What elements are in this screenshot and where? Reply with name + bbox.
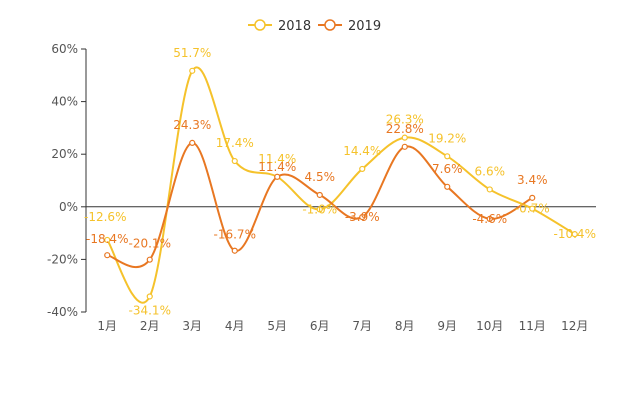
- x-tick-label: 9月: [437, 319, 457, 333]
- x-axis: 1月 2月 3月 4月 5月 6月 7月 8月 9月 10月 11月 12月: [86, 206, 596, 333]
- data-label-2018: 26.3%: [386, 113, 424, 127]
- data-label-2019: -16.7%: [214, 228, 256, 242]
- data-point-2018: [316, 206, 323, 213]
- legend-label: 2018: [278, 19, 311, 34]
- legend-item-2019: 2019: [318, 19, 381, 34]
- data-point-2019: [146, 256, 153, 263]
- data-label-2018: 17.4%: [216, 136, 254, 150]
- data-label-2019: -3.9%: [345, 210, 380, 224]
- data-label-2018: 14.4%: [343, 144, 381, 158]
- legend-label: 2019: [348, 19, 381, 34]
- data-label-2019: -18.4%: [86, 232, 128, 246]
- y-axis: -40% -20% 0% 20% 40% 60%: [47, 42, 87, 319]
- data-label-2019: 7.6%: [432, 162, 463, 176]
- data-point-2018: [189, 67, 196, 74]
- data-label-2018: -0.7%: [515, 202, 550, 216]
- x-tick-label: 12月: [561, 319, 588, 333]
- data-label-2018: 51.7%: [173, 46, 211, 60]
- data-label-2018: -12.6%: [84, 210, 126, 224]
- data-point-2018: [444, 153, 451, 160]
- data-point-2019: [444, 183, 451, 190]
- legend-item-2018: 2018: [248, 19, 311, 34]
- data-label-2019: 11.4%: [258, 160, 296, 174]
- data-label-2019: 3.4%: [517, 173, 548, 187]
- y-tick-label: 20%: [51, 147, 78, 161]
- series-points: [104, 67, 578, 300]
- data-label-2019: -20.1%: [129, 237, 171, 251]
- data-label-2018: 6.6%: [475, 164, 506, 178]
- data-point-2018: [359, 165, 366, 173]
- legend-marker: [254, 19, 266, 31]
- legend: 2018 2019: [248, 19, 381, 34]
- data-point-2018: [529, 205, 536, 212]
- data-point-2019: [401, 143, 408, 150]
- data-label-2019: 4.5%: [305, 170, 336, 184]
- data-point-2018: [571, 231, 578, 238]
- data-point-2018: [146, 293, 153, 300]
- data-point-2019: [189, 139, 196, 146]
- y-tick-label: -40%: [47, 305, 78, 319]
- x-tick-label: 11月: [519, 319, 546, 333]
- data-point-2018: [104, 236, 111, 244]
- data-label-2018: -10.4%: [554, 227, 596, 241]
- data-label-2018: 11.4%: [258, 152, 296, 166]
- data-point-2019: [486, 215, 493, 222]
- data-point-2019: [231, 247, 238, 254]
- data-point-2019: [104, 252, 111, 259]
- data-point-2019: [316, 191, 323, 199]
- legend-marker: [324, 19, 336, 31]
- data-point-2018: [231, 157, 238, 165]
- x-tick-label: 3月: [182, 319, 202, 333]
- y-tick-label: 0%: [59, 200, 78, 214]
- y-tick-label: 40%: [51, 95, 78, 109]
- data-labels: -12.6% -34.1% 51.7% 17.4% 11.4% -1.0% 14.4% 26.…: [84, 46, 596, 318]
- data-point-2019: [529, 194, 536, 201]
- data-label-2019: -4.6%: [472, 212, 507, 226]
- data-point-2019: [274, 173, 281, 180]
- x-tick-label: 7月: [352, 319, 372, 333]
- y-tick-label: 60%: [51, 42, 78, 56]
- data-point-2018: [401, 134, 408, 141]
- data-point-2019: [359, 213, 366, 221]
- x-tick-label: 8月: [395, 319, 415, 333]
- data-label-2018: 19.2%: [428, 131, 466, 145]
- series-lines: [106, 66, 576, 304]
- y-tick-label: -20%: [47, 252, 78, 266]
- data-label-2018: -1.0%: [302, 202, 337, 216]
- x-tick-label: 5月: [267, 319, 287, 333]
- x-tick-label: 4月: [225, 319, 245, 333]
- data-label-2019: 24.3%: [173, 118, 211, 132]
- x-tick-label: 6月: [310, 319, 330, 333]
- x-tick-label: 10月: [476, 319, 503, 333]
- x-tick-label: 2月: [140, 319, 160, 333]
- x-tick-label: 1月: [97, 319, 117, 333]
- data-point-2018: [486, 186, 493, 193]
- data-label-2019: 22.8%: [386, 122, 424, 136]
- series-line-2018: [106, 66, 576, 304]
- data-label-2018: -34.1%: [129, 303, 171, 317]
